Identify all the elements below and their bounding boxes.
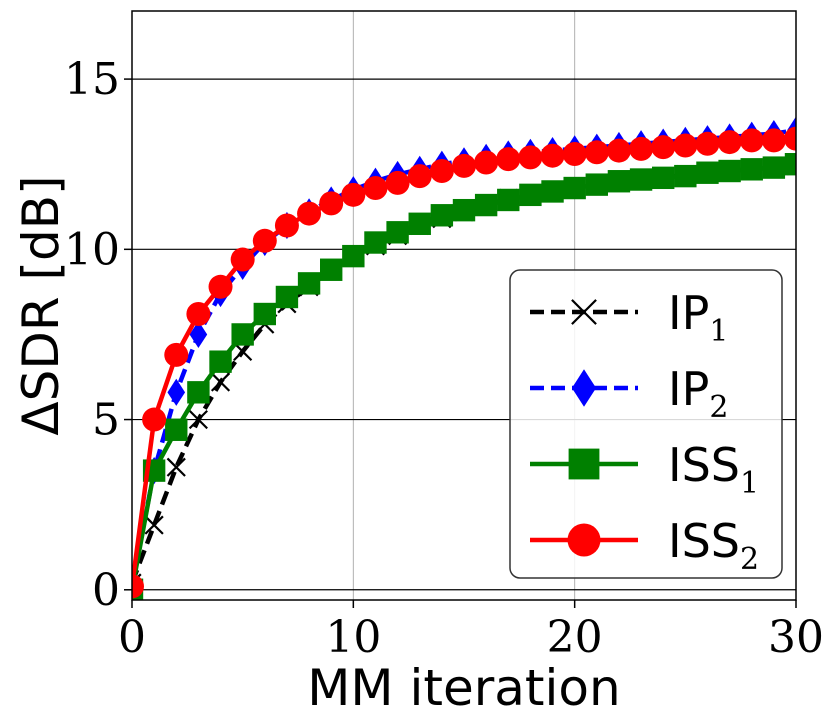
data-point [320,258,343,281]
data-point [167,378,186,406]
data-point [408,212,431,235]
data-point [718,159,741,183]
data-point [342,244,365,268]
data-point [784,126,796,151]
data-point [189,320,208,349]
data-point [607,170,631,193]
x-tick-label: 10 [325,612,381,663]
data-point [132,574,144,599]
data-point [252,228,277,253]
data-point [210,372,231,392]
data-point [562,141,587,166]
plot-frame [131,10,797,601]
data-point [518,145,543,170]
data-point [208,274,233,299]
data-point [253,302,276,326]
data-point [164,342,189,367]
data-point [695,131,720,156]
data-point [696,161,719,184]
data-point [629,168,653,191]
data-point [230,247,255,272]
data-point [187,381,210,404]
data-point [297,272,321,295]
data-point [452,198,476,222]
legend-marker [571,369,597,407]
data-point [474,150,499,175]
x-tick-label: 0 [118,612,146,663]
data-point [385,170,410,195]
plot-area [132,116,796,600]
legend-item: ISS2 [530,514,759,577]
data-point [585,173,608,196]
legend-label: IP1 [668,286,728,349]
data-point [629,136,654,161]
x-tick-label: 20 [547,612,603,663]
data-point [651,135,676,160]
y-tick-label: 5 [92,395,120,446]
legend-item: IP1 [530,286,728,349]
legend-box [509,269,783,579]
data-point [142,407,167,432]
data-point [606,138,631,163]
data-point [519,183,542,207]
x-axis-label: MM iteration [307,659,620,717]
x-tick-label: 30 [768,612,824,663]
series-iss1 [132,153,796,600]
data-point [674,164,697,188]
data-point [429,159,454,184]
data-point [584,140,609,165]
axis-ticks: 0 10 20 30 0 5 10 15 [64,54,824,663]
data-point [541,180,564,203]
data-point [652,166,675,190]
legend: IP1 IP2 ISS1 ISS2 [509,269,783,579]
y-axis-label: ΔSDR [dB] [12,175,70,435]
legend-label: ISS1 [668,438,759,501]
data-point [762,156,786,179]
y-tick-label: 0 [92,565,120,616]
data-point [673,133,698,158]
y-tick-label: 10 [64,224,120,275]
data-point [364,231,387,254]
data-point [540,143,565,168]
data-point [497,188,520,212]
data-point [761,128,786,153]
data-point [231,323,254,346]
data-point [209,350,232,373]
data-point [274,213,299,238]
data-point [386,221,409,244]
data-point [186,302,211,327]
data-point [739,128,764,153]
legend-item: ISS1 [530,438,759,501]
legend-marker [571,299,597,325]
data-point [474,193,498,217]
legend-marker [567,523,601,557]
data-point [188,409,208,430]
data-point [496,147,521,172]
data-point [452,153,476,178]
data-point [740,158,763,181]
data-point [144,515,164,535]
data-point [275,285,299,309]
legend-label: IP2 [668,362,728,425]
data-point [166,457,186,477]
series-iss2 [132,126,796,599]
data-point [297,201,322,226]
data-point [363,176,388,201]
data-point [784,153,796,176]
data-point [341,182,366,207]
legend-label: ISS2 [668,514,759,577]
data-point [563,176,586,200]
data-point [319,191,344,216]
y-tick-label: 15 [64,54,120,105]
data-point [407,164,432,189]
legend-item: IP2 [530,362,728,425]
data-point [165,418,188,441]
data-point [717,130,742,155]
data-point [430,204,454,227]
legend-marker [568,448,600,480]
